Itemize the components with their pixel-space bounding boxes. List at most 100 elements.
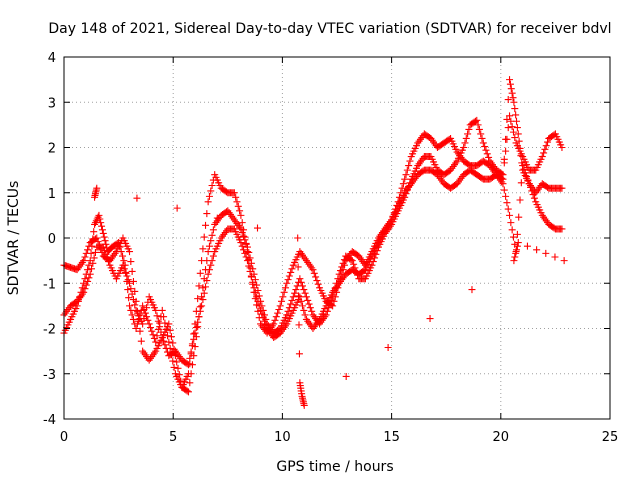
x-axis-label: GPS time / hours: [276, 459, 393, 475]
data-point: [475, 125, 483, 133]
data-point: [347, 256, 355, 264]
data-point: [300, 401, 308, 409]
data-point: [175, 371, 183, 379]
data-point: [368, 261, 376, 269]
data-point: [509, 128, 517, 136]
data-point: [88, 265, 96, 273]
data-point: [305, 300, 313, 308]
data-point: [82, 281, 90, 289]
data-point: [254, 297, 262, 305]
data-point: [86, 270, 94, 278]
data-point: [406, 157, 414, 165]
data-point: [102, 250, 110, 258]
data-point: [500, 186, 508, 194]
data-point: [528, 187, 536, 195]
data-point: [99, 229, 107, 237]
data-point: [167, 333, 175, 341]
data-point: [509, 94, 517, 102]
y-tick-label: 4: [48, 51, 56, 66]
data-point: [169, 357, 177, 365]
data-point: [128, 290, 136, 298]
data-point: [298, 302, 306, 310]
data-point: [339, 259, 347, 267]
data-point: [478, 134, 486, 142]
data-point: [152, 338, 160, 346]
series-track-a: [60, 76, 566, 391]
data-point: [292, 286, 300, 294]
data-point: [254, 224, 262, 232]
data-point: [297, 297, 305, 305]
data-point: [527, 183, 535, 191]
data-point: [284, 307, 292, 315]
data-point: [81, 285, 89, 293]
data-point: [251, 288, 259, 296]
data-point: [511, 134, 519, 142]
data-point: [126, 302, 134, 310]
data-point: [288, 265, 296, 273]
data-point: [177, 377, 185, 385]
data-point: [461, 139, 469, 147]
data-point: [82, 249, 90, 257]
data-point: [190, 335, 198, 343]
data-point: [157, 328, 165, 336]
data-point: [517, 179, 525, 187]
data-point: [540, 149, 548, 157]
data-point: [503, 199, 511, 207]
data-point: [160, 337, 168, 345]
data-point: [85, 261, 93, 269]
data-point: [271, 316, 279, 324]
data-point: [186, 379, 194, 387]
data-point: [238, 219, 246, 227]
data-point: [474, 121, 482, 129]
data-point: [158, 306, 166, 314]
y-axis-label: SDTVAR / TECUs: [6, 181, 22, 296]
data-point: [199, 245, 207, 253]
data-point: [508, 123, 516, 131]
data-point: [506, 112, 514, 120]
data-point: [405, 162, 413, 170]
data-point: [504, 96, 512, 104]
data-point: [523, 172, 531, 180]
data-point: [184, 361, 192, 369]
data-point: [314, 280, 322, 288]
data-point: [200, 233, 208, 241]
data-point: [278, 297, 286, 305]
data-point: [98, 226, 106, 234]
data-point: [90, 228, 98, 236]
data-point: [140, 315, 148, 323]
data-point: [521, 169, 529, 177]
data-point: [204, 270, 212, 278]
y-tick-label: -3: [43, 368, 56, 383]
data-point: [84, 277, 92, 285]
data-point: [258, 310, 266, 318]
data-point: [530, 194, 538, 202]
data-point: [508, 89, 516, 97]
data-point: [551, 253, 559, 261]
data-point: [275, 305, 283, 313]
data-point: [126, 248, 134, 256]
data-point: [295, 350, 303, 358]
data-point: [342, 372, 350, 380]
data-point: [348, 257, 356, 265]
data-point: [507, 219, 515, 227]
data-point: [558, 144, 566, 151]
data-point: [270, 320, 278, 328]
data-point: [80, 257, 88, 265]
data-point: [255, 302, 263, 310]
data-point: [93, 234, 101, 242]
data-point: [236, 207, 244, 215]
data-point: [300, 286, 308, 294]
data-point: [165, 320, 173, 328]
data-point: [122, 268, 130, 276]
data-point: [203, 210, 211, 218]
data-point: [132, 325, 140, 332]
data-point: [511, 105, 519, 113]
data-point: [509, 233, 517, 241]
data-point: [190, 352, 198, 360]
data-point: [262, 321, 270, 329]
x-tick-label: 15: [383, 430, 400, 445]
data-point: [471, 117, 479, 125]
data-point: [506, 211, 514, 219]
data-point: [119, 261, 127, 269]
